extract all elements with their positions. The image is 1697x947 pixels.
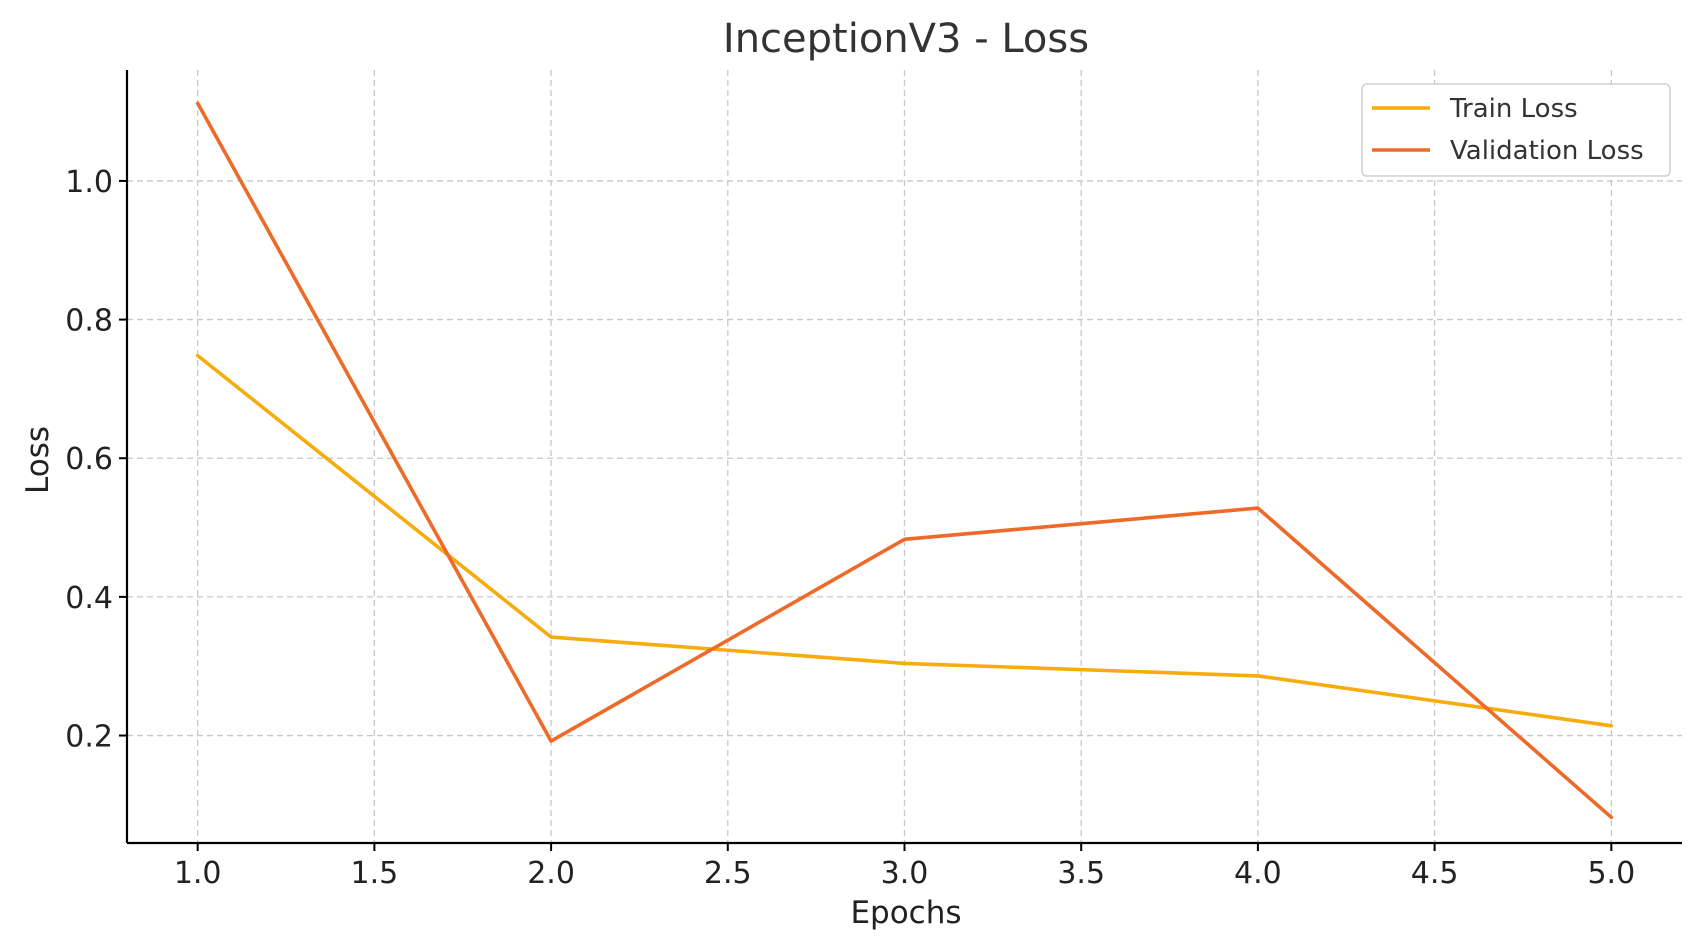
grid bbox=[127, 70, 1682, 843]
y-axis-label: Loss bbox=[20, 426, 56, 494]
y-tick-label: 0.4 bbox=[65, 581, 113, 616]
x-tick-label: 2.5 bbox=[704, 856, 752, 891]
legend: Train Loss Validation Loss bbox=[1361, 83, 1671, 177]
y-tick-label: 0.2 bbox=[65, 720, 113, 755]
x-tick-label: 5.0 bbox=[1587, 856, 1635, 891]
y-tick-label: 1.0 bbox=[65, 165, 113, 200]
x-tick-label: 1.5 bbox=[351, 856, 399, 891]
legend-box bbox=[1361, 83, 1671, 177]
x-tick-label: 3.5 bbox=[1057, 856, 1105, 891]
chart-title: InceptionV3 - Loss bbox=[723, 16, 1089, 62]
legend-label: Validation Loss bbox=[1450, 136, 1644, 166]
x-tick-label: 1.0 bbox=[174, 856, 222, 891]
series-lines bbox=[195, 101, 1614, 820]
x-tick-label: 4.5 bbox=[1411, 856, 1459, 891]
y-tick-label: 0.6 bbox=[65, 442, 113, 477]
y-tick-label: 0.8 bbox=[65, 304, 113, 339]
x-tick-label: 3.0 bbox=[881, 856, 929, 891]
ticks: 1.0 1.5 2.0 2.5 3.0 3.5 4.0 4.5 5.0 0.2 0.4 0.6 0.8 1… bbox=[65, 165, 1635, 891]
series-line-validation-loss bbox=[195, 101, 1614, 820]
x-tick-label: 4.0 bbox=[1234, 856, 1282, 891]
x-axis-label: Epochs bbox=[850, 895, 961, 931]
x-tick-label: 2.0 bbox=[527, 856, 575, 891]
legend-label: Train Loss bbox=[1449, 94, 1578, 124]
series-line-train-loss bbox=[195, 353, 1614, 728]
